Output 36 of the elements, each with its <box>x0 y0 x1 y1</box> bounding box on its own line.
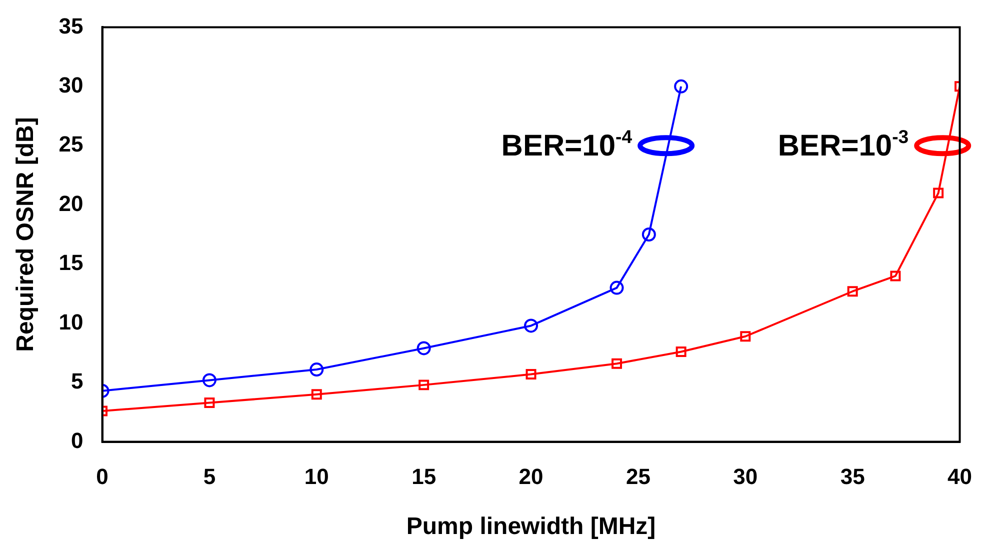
y-tick-label: 30 <box>58 72 84 98</box>
point <box>418 380 430 390</box>
point <box>204 397 215 408</box>
y-tick-label: 25 <box>58 132 84 157</box>
point <box>526 369 536 380</box>
x-tick-label: 0 <box>96 464 108 490</box>
x-tick-label: 5 <box>203 464 216 490</box>
point <box>676 346 686 358</box>
point <box>416 341 431 356</box>
point <box>933 188 944 198</box>
x-tick-label: 40 <box>948 464 972 490</box>
x-tick-label: 30 <box>733 464 758 490</box>
point <box>740 331 751 342</box>
y-tick-label: 5 <box>71 368 84 394</box>
y-axis-title: Required OSNR [dB] <box>12 117 40 352</box>
y-tick-label: 0 <box>71 428 84 453</box>
x-tick-label: 10 <box>304 464 329 490</box>
point <box>674 79 688 94</box>
point <box>890 270 901 282</box>
y-tick-label: 35 <box>58 13 84 38</box>
point <box>612 358 622 369</box>
y-tick-label: 20 <box>58 190 84 216</box>
x-axis-title: Pump linewidth [MHz] <box>406 513 656 540</box>
point <box>610 280 624 295</box>
x-tick-label: 25 <box>626 464 650 490</box>
point <box>524 318 538 333</box>
x-tick-label: 35 <box>840 464 865 490</box>
point <box>310 362 324 377</box>
y-tick-label: 15 <box>58 250 84 276</box>
y-tick-label: 10 <box>58 309 84 334</box>
point <box>642 228 656 242</box>
x-tick-label: 20 <box>518 464 544 490</box>
point <box>847 286 858 297</box>
x-tick-label: 15 <box>412 464 436 490</box>
point <box>202 373 216 388</box>
point <box>311 389 322 400</box>
